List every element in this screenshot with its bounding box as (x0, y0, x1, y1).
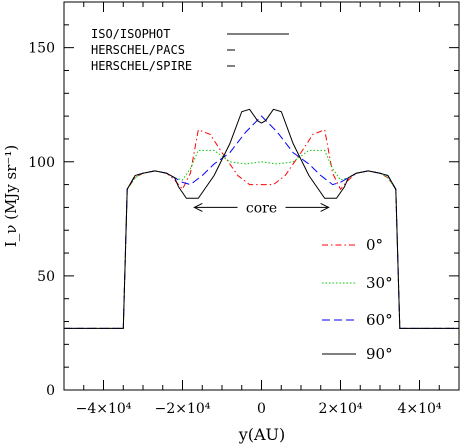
ticks-layer: −4×10⁴ −2×10⁴ 0 2×10⁴ 4×10⁴ 0 50 100 150 (28, 2, 460, 417)
y-tick-label: 50 (37, 269, 55, 285)
series-layer (64, 108, 459, 329)
series-line-0 (64, 129, 459, 329)
angle-legend-label: 30° (366, 274, 393, 292)
x-tick-label: 2×10⁴ (318, 401, 362, 417)
y-tick-label: 150 (28, 41, 55, 57)
x-axis-label: y(AU) (238, 425, 286, 444)
series-line-90 (64, 108, 459, 329)
y-tick-label: 0 (46, 383, 55, 399)
x-tick-label: 0 (257, 401, 266, 417)
core-annotation-label: core (246, 200, 277, 216)
angle-legend-label: 60° (366, 311, 393, 329)
angle-legend-label: 0° (366, 236, 383, 254)
core-arrow-right-head (320, 202, 330, 212)
instrument-legend-label: HERSCHEL/PACS (91, 43, 185, 57)
instrument-legend-label: HERSCHEL/SPIRE (91, 59, 192, 73)
x-tick-label: 4×10⁴ (397, 401, 441, 417)
legend-layer: ISO/ISOPHOT HERSCHEL/PACS HERSCHEL/SPIRE 0°… (91, 27, 393, 363)
y-tick-label: 100 (28, 155, 55, 171)
instrument-legend-label: ISO/ISOPHOT (91, 27, 170, 41)
angle-legend-label: 90° (366, 345, 393, 363)
x-tick-label: −4×10⁴ (76, 401, 132, 417)
series-line-30 (64, 149, 459, 329)
y-axis-label: I_ν (MJy sr⁻¹) (2, 145, 20, 247)
x-tick-label: −2×10⁴ (155, 401, 211, 417)
annotation-layer: core (193, 200, 330, 216)
series-line-60 (64, 115, 459, 329)
core-arrow-left-head (193, 202, 203, 212)
